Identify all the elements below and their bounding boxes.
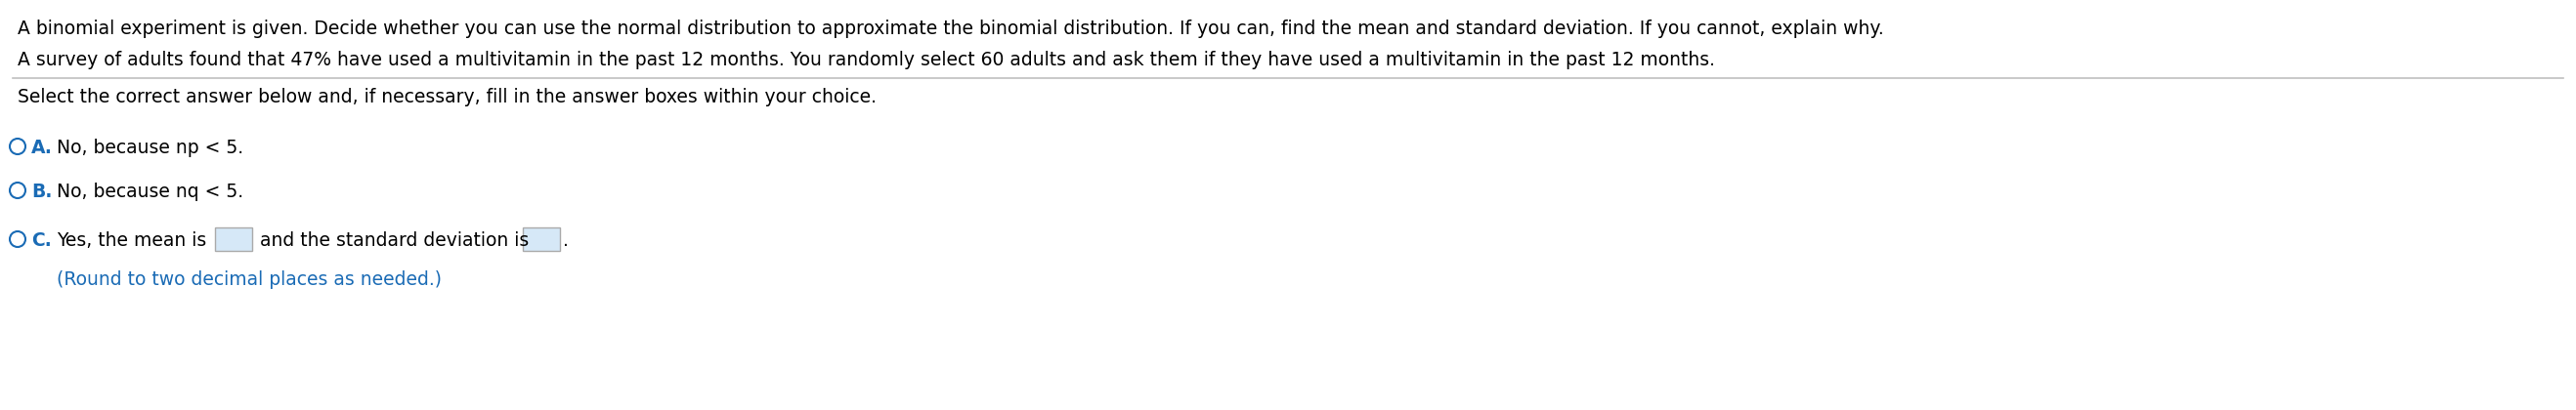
Text: Yes, the mean is: Yes, the mean is — [57, 231, 206, 250]
Text: No, because nq < 5.: No, because nq < 5. — [57, 182, 245, 201]
Text: and the standard deviation is: and the standard deviation is — [260, 231, 528, 250]
Text: C.: C. — [31, 231, 52, 250]
Text: (Round to two decimal places as needed.): (Round to two decimal places as needed.) — [57, 271, 440, 289]
Text: Select the correct answer below and, if necessary, fill in the answer boxes with: Select the correct answer below and, if … — [18, 88, 876, 107]
Text: A.: A. — [31, 139, 52, 157]
FancyBboxPatch shape — [523, 228, 559, 251]
Text: A survey of adults found that 47% have used a multivitamin in the past 12 months: A survey of adults found that 47% have u… — [18, 51, 1716, 69]
Text: No, because np < 5.: No, because np < 5. — [57, 139, 245, 157]
Text: .: . — [564, 231, 569, 250]
Text: B.: B. — [31, 182, 52, 201]
FancyBboxPatch shape — [214, 228, 252, 251]
Text: A binomial experiment is given. Decide whether you can use the normal distributi: A binomial experiment is given. Decide w… — [18, 20, 1883, 38]
